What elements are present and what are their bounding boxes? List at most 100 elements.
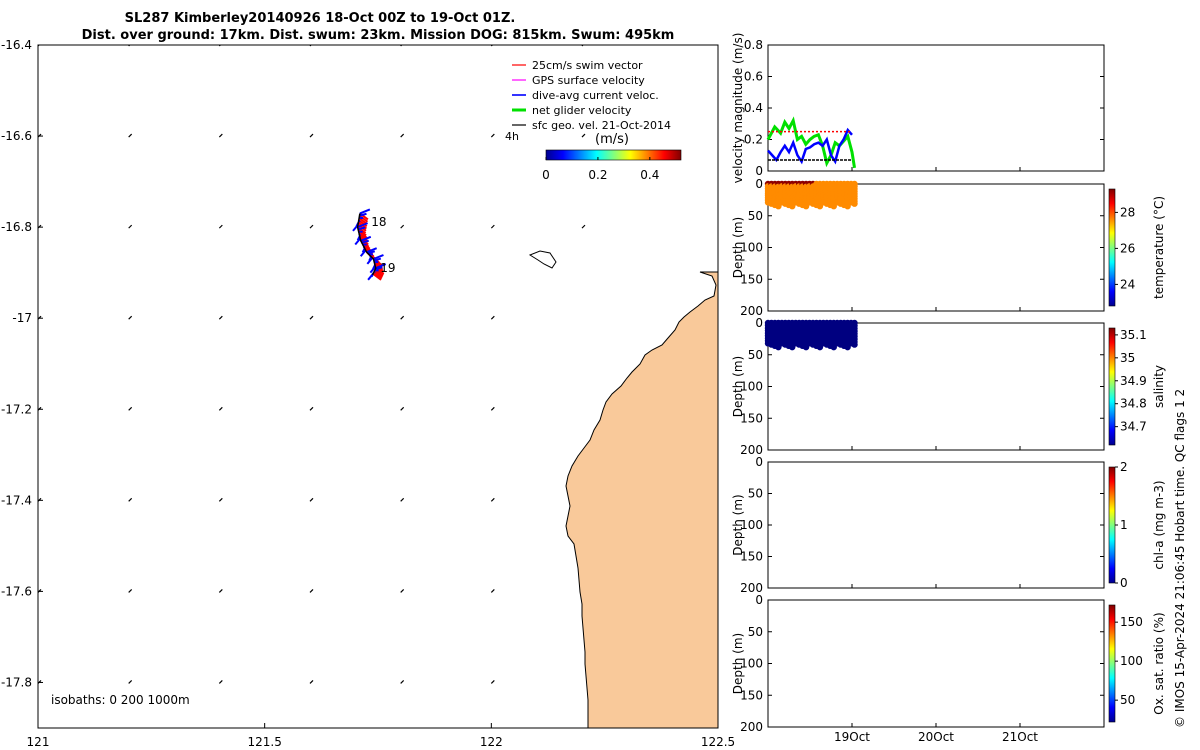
current-vector	[367, 250, 376, 255]
geo-vector	[218, 133, 223, 138]
series-dive-avg-current-veloc-	[767, 127, 853, 165]
current-vector	[366, 247, 378, 254]
ytick-label: 0.2	[744, 133, 763, 147]
panel-ylabel: velocity magnitude (m/s)	[731, 33, 745, 184]
geo-vector	[218, 497, 223, 502]
ytick-label: 100	[740, 241, 763, 255]
ytick-label: 200	[740, 443, 763, 457]
track-label-19: 19	[380, 261, 395, 275]
map-legend: 25cm/s swim vector GPS surface velocity …	[505, 59, 682, 182]
ytick-label: 150	[740, 688, 763, 702]
current-vector	[369, 265, 377, 274]
geo-vector	[581, 224, 586, 229]
ytick-label: 0	[755, 593, 763, 607]
geo-vector	[309, 406, 314, 411]
colorbar-tick-label: 28	[1120, 205, 1135, 219]
current-vector	[373, 254, 384, 260]
ytick-label: 200	[740, 304, 763, 318]
title-line-2: Dist. over ground: 17km. Dist. swum: 23k…	[82, 28, 675, 43]
geo-vector	[490, 588, 495, 593]
current-vector	[359, 249, 367, 257]
geo-vector	[309, 133, 314, 138]
ytick-label: 0.8	[744, 38, 763, 52]
colorbar-label: temperature (°C)	[1152, 196, 1166, 299]
geo-vector	[400, 133, 405, 138]
time-axis-label: 20Oct	[918, 730, 954, 744]
current-vector	[361, 239, 370, 244]
colorbar-tick-label: 34.7	[1120, 420, 1147, 434]
current-vector	[374, 266, 383, 271]
ytick-label: 0.6	[744, 70, 763, 84]
panel-ylabel: Depth (m)	[731, 633, 745, 694]
geo-vector	[128, 497, 133, 502]
panel-frame	[767, 461, 1105, 589]
ytick-label: 0.4	[744, 101, 763, 115]
geo-vector	[309, 680, 314, 684]
map-xtick-label: 122	[480, 735, 503, 749]
colorbar-label: salinity	[1152, 365, 1166, 408]
geo-vector	[490, 224, 495, 229]
ytick-label: 50	[748, 209, 763, 223]
track-label-18: 18	[371, 215, 386, 229]
map-xtick-label: 121.5	[247, 735, 281, 749]
map-ytick-label: -16.6	[1, 129, 32, 143]
current-vector	[373, 257, 382, 262]
geo-vector	[400, 224, 405, 229]
legend-label-geo: sfc geo. vel. 21-Oct-2014	[532, 119, 671, 132]
colorbar	[1108, 604, 1116, 723]
geo-vector	[581, 133, 586, 138]
geo-vector	[490, 133, 495, 138]
ytick-label: 50	[748, 348, 763, 362]
land-mass	[565, 271, 718, 728]
geo-vector	[490, 406, 495, 411]
ytick-label: 150	[740, 272, 763, 286]
geo-vector	[309, 315, 314, 320]
geo-vector	[128, 224, 133, 229]
ytick-label: 150	[740, 411, 763, 425]
data-point	[851, 341, 858, 348]
title-line-1: SL287 Kimberley20140926 18-Oct 00Z to 19…	[125, 11, 516, 26]
panel-ylabel: Depth (m)	[731, 356, 745, 417]
geo-vectors	[38, 45, 586, 684]
geo-vector	[218, 224, 223, 229]
swim-vector	[373, 271, 383, 280]
time-axis-label: 21Oct	[1002, 730, 1038, 744]
geo-vector	[128, 133, 133, 138]
geo-vector	[128, 315, 133, 320]
geo-vector	[128, 588, 133, 593]
current-vector	[354, 237, 362, 246]
colorbar	[1108, 327, 1116, 446]
legend-label-net: net glider velocity	[532, 104, 632, 117]
current-vector	[359, 212, 367, 217]
panel-chl-a: 0 50 100 150 200 Depth (m) 0 1 2 chl-a (mg m-3)	[731, 455, 1166, 595]
time-axis-label: 19Oct	[834, 730, 870, 744]
legend-label-current: dive-avg current veloc.	[532, 89, 659, 102]
panel-salinity: 0 50 100 150 200 Depth (m) 34.7 34.8 34.9 35 35.1 s…	[731, 316, 1166, 457]
geo-vector	[128, 406, 133, 411]
ytick-label: 50	[748, 625, 763, 639]
map-colorbar-tick-label: 0.2	[588, 168, 607, 182]
map-ytick-label: -16.4	[1, 38, 32, 52]
map-xtick-label: 121	[27, 735, 50, 749]
panel-frame	[767, 599, 1105, 728]
geo-vector	[490, 680, 495, 684]
current-vector	[366, 257, 374, 265]
ytick-label: 50	[748, 487, 763, 501]
geo-vector	[400, 315, 405, 320]
geo-vector	[218, 315, 223, 320]
map-ytick-label: -16.8	[1, 220, 32, 234]
colorbar-tick-label: 150	[1120, 615, 1143, 629]
colorbar-title: (m/s)	[595, 132, 629, 147]
map-colorbar-tick-label: 0	[542, 168, 550, 182]
panel-ylabel: Depth (m)	[731, 217, 745, 278]
isobaths-label: isobaths: 0 200 1000m	[51, 693, 190, 707]
geo-vector	[400, 406, 405, 411]
copyright-text: © IMOS 15-Apr-2024 21:06:45 Hobart time.…	[1173, 389, 1187, 728]
swim-vector	[357, 226, 367, 234]
colorbar-label: Ox. sat. ratio (%)	[1152, 612, 1166, 714]
map-xtick-label: 122.5	[701, 735, 735, 749]
colorbar-tick-label: 0	[1120, 576, 1128, 590]
geo-track	[356, 213, 377, 276]
